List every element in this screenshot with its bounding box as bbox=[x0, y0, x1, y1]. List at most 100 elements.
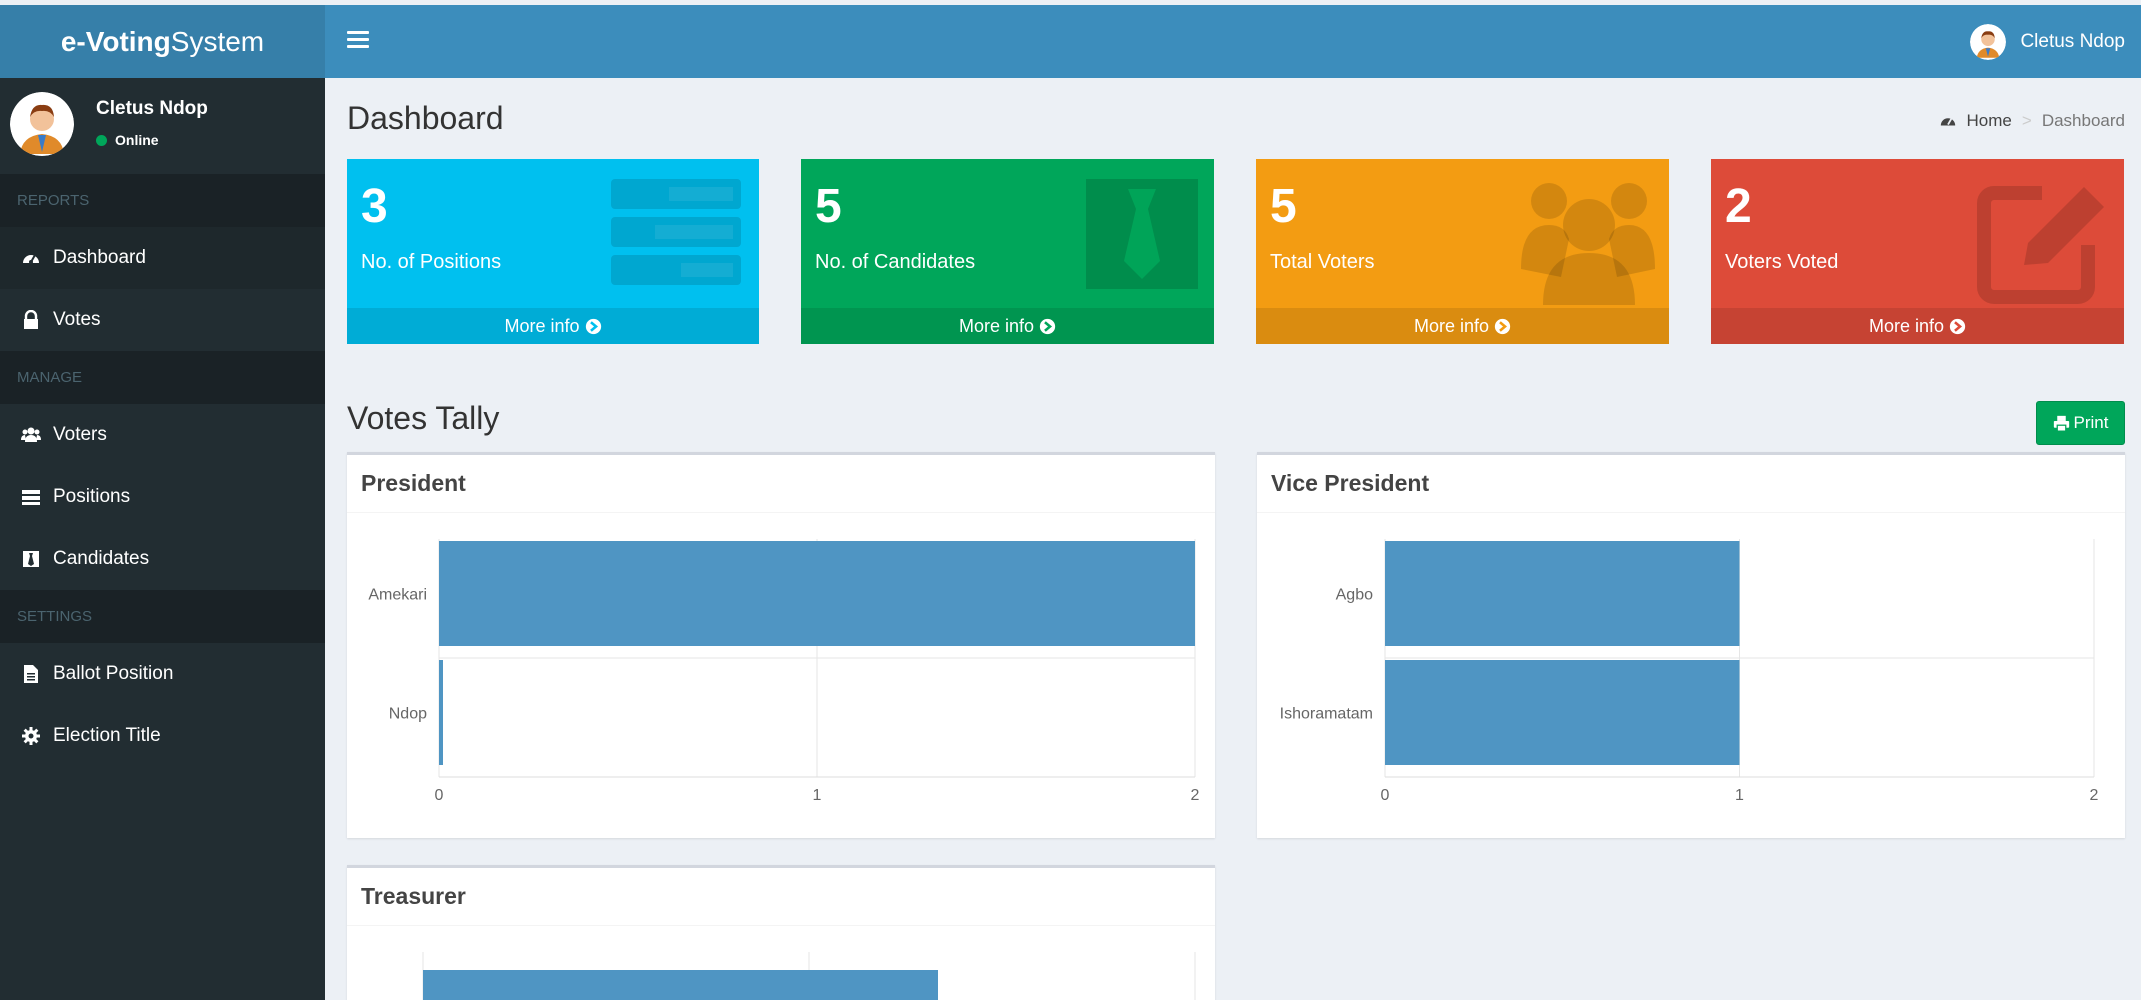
tick-label: 0 bbox=[435, 787, 444, 804]
bar[interactable] bbox=[1385, 660, 1740, 765]
chart-title: President bbox=[347, 455, 1215, 513]
menu-header-settings: SETTINGS bbox=[0, 590, 325, 643]
tick-label: 2 bbox=[2090, 787, 2099, 804]
avatar bbox=[10, 92, 74, 156]
stat-label: No. of Candidates bbox=[815, 251, 976, 273]
breadcrumb-home[interactable]: Home bbox=[1966, 111, 2012, 130]
category-label: Ishoramatam bbox=[1280, 706, 1373, 723]
bar-chart-vice-president: Agbo Ishoramatam 0 1 2 bbox=[1280, 539, 2099, 804]
tick-label: 2 bbox=[1191, 787, 1200, 804]
sidebar-toggle-icon[interactable] bbox=[347, 27, 369, 55]
tick-label: 0 bbox=[1381, 787, 1390, 804]
sidebar-item-votes[interactable]: Votes bbox=[0, 289, 325, 351]
online-status: Online bbox=[96, 132, 159, 148]
sidebar-item-candidates[interactable]: Candidates bbox=[0, 528, 325, 590]
chart-panel-president: President Amekari Ndop 0 1 2 bbox=[347, 452, 1215, 838]
more-info-link[interactable]: More info bbox=[1711, 308, 2124, 344]
breadcrumb: Home > Dashboard bbox=[1939, 111, 2125, 131]
category-label: Agbo bbox=[1336, 587, 1373, 604]
print-icon bbox=[2053, 415, 2069, 432]
header-user-name: Cletus Ndop bbox=[2020, 31, 2125, 52]
chart-title: Treasurer bbox=[347, 868, 1215, 926]
black-tie-icon bbox=[1086, 179, 1198, 289]
edit-icon bbox=[1977, 186, 2104, 304]
stat-box-positions: 3 No. of Positions More info bbox=[347, 159, 759, 344]
breadcrumb-current: Dashboard bbox=[2041, 111, 2125, 130]
lock-icon bbox=[24, 310, 38, 329]
more-info-label: More info bbox=[1413, 315, 1490, 336]
dashboard-icon bbox=[23, 254, 39, 264]
bar[interactable] bbox=[439, 660, 443, 765]
sidebar-item-label: Election Title bbox=[53, 725, 161, 746]
menu-header-reports: REPORTS bbox=[0, 174, 325, 227]
print-label: Print bbox=[2073, 413, 2109, 432]
category-label: Ndop bbox=[389, 706, 427, 723]
cog-icon bbox=[22, 727, 40, 745]
stat-box-voters-voted: 2 Voters Voted More info bbox=[1711, 159, 2124, 344]
bar-chart-treasurer bbox=[422, 952, 1196, 1000]
black-tie-icon bbox=[23, 551, 39, 567]
arrow-circle-right-icon bbox=[1039, 318, 1056, 334]
more-info-label: More info bbox=[1868, 315, 1945, 336]
print-button[interactable]: Print bbox=[2036, 401, 2125, 445]
file-text-icon bbox=[24, 665, 38, 683]
sidebar-item-label: Votes bbox=[53, 309, 101, 330]
sidebar-item-label: Dashboard bbox=[53, 247, 146, 268]
logo-bold: e-Voting bbox=[60, 25, 171, 57]
sidebar-item-label: Positions bbox=[53, 486, 131, 507]
stat-box-candidates: 5 No. of Candidates More info bbox=[801, 159, 1214, 344]
more-info-link[interactable]: More info bbox=[801, 308, 1214, 344]
sidebar-item-voters[interactable]: Voters bbox=[0, 404, 325, 466]
more-info-link[interactable]: More info bbox=[347, 308, 759, 344]
logo-rest: System bbox=[170, 25, 265, 57]
avatar bbox=[1970, 24, 2007, 60]
stat-label: No. of Positions bbox=[361, 251, 502, 273]
app-logo[interactable]: e-Voting System bbox=[0, 5, 325, 78]
dashboard-icon bbox=[1940, 117, 1955, 126]
sidebar-item-label: Candidates bbox=[53, 548, 150, 569]
sidebar-item-election-title[interactable]: Election Title bbox=[0, 705, 325, 767]
bar[interactable] bbox=[423, 970, 938, 1000]
chart-panel-treasurer: Treasurer bbox=[347, 865, 1215, 1000]
top-navbar: Cletus Ndop bbox=[325, 5, 2141, 78]
sidebar-item-label: Voters bbox=[53, 424, 107, 445]
sidebar-item-label: Ballot Position bbox=[53, 663, 174, 684]
users-icon bbox=[21, 427, 41, 442]
tick-label: 1 bbox=[813, 787, 822, 804]
chart-title: Vice President bbox=[1257, 455, 2125, 513]
breadcrumb-separator: > bbox=[2021, 111, 2032, 130]
arrow-circle-right-icon bbox=[585, 318, 601, 334]
stat-value: 3 bbox=[361, 180, 388, 233]
more-info-label: More info bbox=[504, 315, 580, 336]
user-panel: Cletus Ndop Online bbox=[0, 78, 325, 174]
category-label: Amekari bbox=[368, 587, 427, 604]
sidebar-item-ballot-position[interactable]: Ballot Position bbox=[0, 643, 325, 705]
chart-panel-vice-president: Vice President Agbo Ishoramatam 0 1 2 bbox=[1257, 452, 2125, 838]
stat-value: 5 bbox=[815, 180, 842, 233]
tick-label: 1 bbox=[1735, 787, 1744, 804]
stat-box-total-voters: 5 Total Voters More info bbox=[1256, 159, 1669, 344]
sidebar-user-name: Cletus Ndop bbox=[96, 98, 208, 119]
votes-tally-title: Votes Tally bbox=[347, 400, 500, 436]
sidebar-item-dashboard[interactable]: Dashboard bbox=[0, 227, 325, 289]
stat-label: Voters Voted bbox=[1725, 251, 1839, 273]
tasks-icon bbox=[611, 179, 741, 285]
sidebar: Cletus Ndop Online REPORTS Dashboard Vot… bbox=[0, 78, 325, 1000]
bar[interactable] bbox=[1385, 541, 1740, 646]
user-menu[interactable]: Cletus Ndop bbox=[1970, 24, 2125, 60]
tasks-icon bbox=[22, 490, 40, 505]
online-dot-icon bbox=[96, 134, 107, 146]
more-info-label: More info bbox=[958, 315, 1035, 336]
page-title: Dashboard bbox=[347, 100, 504, 136]
arrow-circle-right-icon bbox=[1494, 318, 1511, 334]
menu-header-manage: MANAGE bbox=[0, 351, 325, 404]
stat-value: 5 bbox=[1270, 180, 1297, 233]
sidebar-item-positions[interactable]: Positions bbox=[0, 466, 325, 528]
bar-chart-president: Amekari Ndop 0 1 2 bbox=[368, 539, 1200, 804]
status-label: Online bbox=[115, 132, 159, 148]
stat-label: Total Voters bbox=[1270, 251, 1375, 273]
more-info-link[interactable]: More info bbox=[1256, 308, 1669, 344]
arrow-circle-right-icon bbox=[1949, 318, 1966, 334]
stat-value: 2 bbox=[1725, 180, 1752, 233]
bar[interactable] bbox=[439, 541, 1195, 646]
